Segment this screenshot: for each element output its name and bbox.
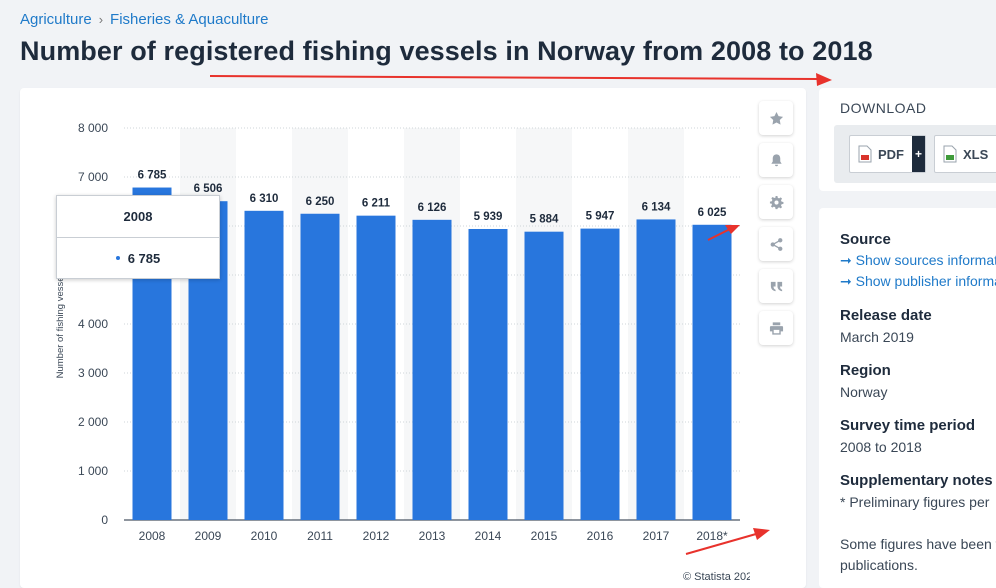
- pdf-label: PDF: [878, 146, 904, 162]
- tooltip-category: 2008: [57, 196, 219, 238]
- bar[interactable]: [580, 228, 620, 521]
- footnote-line-2: publications.: [840, 557, 918, 573]
- x-tick-label: 2016: [587, 529, 614, 543]
- bar-value-label: 6 134: [642, 201, 671, 213]
- xls-label: XLS: [963, 146, 989, 162]
- copyright-text[interactable]: © Statista 2021: [683, 571, 750, 583]
- y-tick-label: 0: [101, 513, 108, 527]
- pdf-plus: +: [912, 136, 925, 172]
- chart-tooltip: 2008 6 785: [56, 195, 220, 279]
- x-tick-label: 2010: [251, 529, 278, 543]
- download-options: PDF + XLS: [834, 125, 996, 183]
- statistic-info-card: Source ➞ Show sources information ➞ Show…: [819, 208, 996, 588]
- survey-period-label: Survey time period: [840, 417, 976, 434]
- x-tick-label: 2018*: [696, 529, 728, 543]
- y-tick-label: 8 000: [78, 121, 108, 135]
- y-axis-label: Number of fishing vessels: [55, 269, 66, 378]
- bar-value-label: 6 506: [194, 183, 223, 195]
- bar-value-label: 6 250: [306, 196, 335, 208]
- bar[interactable]: [636, 219, 676, 520]
- x-tick-label: 2009: [195, 529, 222, 543]
- xls-file-icon: [943, 145, 957, 163]
- gear-icon: [769, 195, 783, 209]
- tooltip-value: 6 785: [127, 250, 161, 266]
- bar-value-label: 6 310: [250, 193, 279, 205]
- print-icon: [769, 321, 783, 335]
- bar-value-label: 5 884: [530, 214, 559, 226]
- release-date-value: March 2019: [840, 329, 914, 345]
- tooltip-series-dot: [115, 256, 120, 260]
- pdf-file-icon: [858, 145, 872, 163]
- print-button[interactable]: [759, 311, 793, 345]
- breadcrumb-separator: ›: [98, 12, 104, 27]
- download-card: DOWNLOAD PDF + XLS: [819, 88, 996, 191]
- tooltip-value-row: 6 785: [57, 238, 219, 278]
- supplementary-notes-value: * Preliminary figures per: [840, 494, 990, 510]
- region-value: Norway: [840, 384, 888, 400]
- source-label: Source: [840, 231, 891, 248]
- bar[interactable]: [244, 210, 284, 520]
- breadcrumb-item-agriculture[interactable]: Agriculture: [20, 11, 92, 28]
- x-tick-label: 2017: [643, 529, 670, 543]
- arrow-right-icon: ➞: [840, 252, 856, 268]
- x-tick-label: 2014: [475, 529, 502, 543]
- arrow-right-icon: ➞: [840, 273, 856, 289]
- annotation-arrow-title: [209, 73, 832, 86]
- bar-value-label: 6 126: [418, 202, 447, 214]
- show-sources-link[interactable]: ➞ Show sources information: [840, 252, 996, 268]
- breadcrumb: Agriculture › Fisheries & Aquaculture: [20, 11, 268, 28]
- y-tick-label: 4 000: [78, 317, 108, 331]
- settings-button[interactable]: [759, 185, 793, 219]
- bar-value-label: 6 211: [362, 198, 391, 210]
- bell-icon: [770, 153, 782, 166]
- share-button[interactable]: [759, 227, 793, 261]
- release-date-label: Release date: [840, 307, 932, 324]
- bar-value-label: 5 939: [474, 211, 503, 223]
- survey-period-value: 2008 to 2018: [840, 439, 922, 455]
- show-publisher-link[interactable]: ➞ Show publisher information: [840, 273, 996, 289]
- bar[interactable]: [468, 228, 508, 520]
- favorite-button[interactable]: [759, 101, 793, 135]
- bar-value-label: 6 025: [698, 207, 727, 219]
- download-xls-button[interactable]: XLS: [934, 135, 996, 173]
- x-tick-label: 2013: [419, 529, 446, 543]
- supplementary-notes-label: Supplementary notes: [840, 472, 993, 489]
- cite-button[interactable]: [759, 269, 793, 303]
- region-label: Region: [840, 362, 891, 379]
- bar-value-label: 5 947: [586, 211, 615, 223]
- y-tick-label: 2 000: [78, 415, 108, 429]
- download-title: DOWNLOAD: [840, 100, 927, 116]
- bar[interactable]: [300, 213, 340, 520]
- quote-icon: [770, 281, 782, 291]
- download-pdf-button[interactable]: PDF +: [849, 135, 926, 173]
- x-tick-label: 2012: [363, 529, 390, 543]
- y-tick-label: 3 000: [78, 366, 108, 380]
- y-tick-label: 1 000: [78, 464, 108, 478]
- bar-value-label: 6 785: [138, 170, 167, 182]
- notification-button[interactable]: [759, 143, 793, 177]
- bar[interactable]: [356, 215, 396, 520]
- bar[interactable]: [412, 219, 452, 521]
- bar[interactable]: [524, 231, 564, 520]
- chart-toolbar: [759, 101, 793, 353]
- page-title: Number of registered fishing vessels in …: [20, 36, 873, 66]
- x-tick-label: 2011: [307, 529, 333, 543]
- breadcrumb-item-fisheries[interactable]: Fisheries & Aquaculture: [110, 11, 269, 28]
- y-tick-label: 7 000: [78, 170, 108, 184]
- bar[interactable]: [692, 224, 732, 520]
- x-tick-label: 2015: [531, 529, 558, 543]
- star-icon: [769, 111, 783, 125]
- footnote-line-1: Some figures have been f: [840, 536, 996, 552]
- share-icon: [770, 237, 782, 251]
- x-tick-label: 2008: [139, 529, 166, 543]
